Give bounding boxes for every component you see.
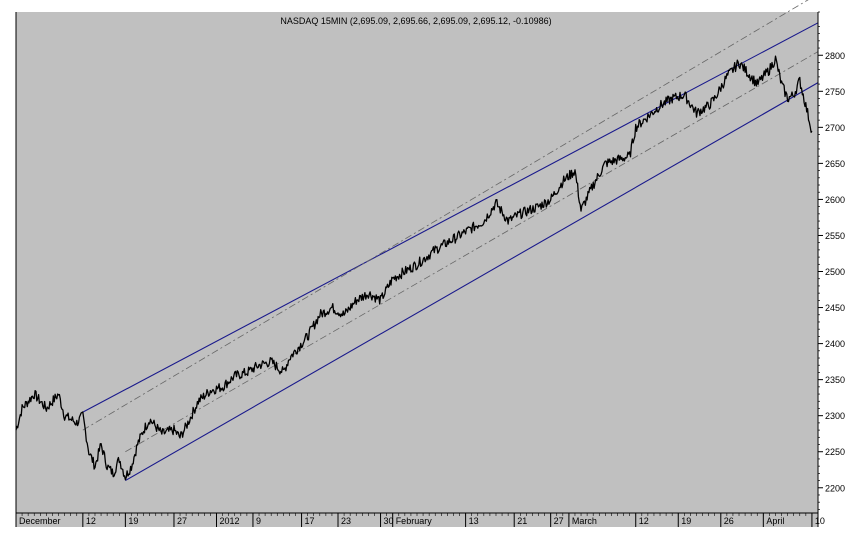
y-tick-label: 2300 [825,411,845,421]
x-tick-label: March [572,516,597,526]
x-tick-label: 27 [177,516,187,526]
x-tick-label: 23 [341,516,351,526]
y-tick-label: 2600 [825,195,845,205]
y-tick-label: 2200 [825,483,845,493]
y-tick-label: 2250 [825,447,845,457]
x-tick-label: April [766,516,784,526]
x-tick-label: 26 [724,516,734,526]
x-tick-label: 19 [128,516,138,526]
chart-title: NASDAQ 15MIN (2,695.09, 2,695.66, 2,695.… [280,16,551,26]
x-tick-label: 12 [639,516,649,526]
y-tick-label: 2800 [825,51,845,61]
x-tick-label: 27 [554,516,564,526]
x-tick-label: 13 [469,516,479,526]
price-series [15,55,813,481]
x-tick-label: 17 [305,516,315,526]
plot-area [16,12,818,513]
x-tick-label: 19 [681,516,691,526]
y-tick-label: 2400 [825,339,845,349]
x-tick-label: 21 [517,516,527,526]
x-tick-label: 10 [815,516,825,526]
x-tick-label: 9 [256,516,261,526]
y-tick-label: 2550 [825,231,845,241]
midline-3 [125,51,819,453]
x-tick-label: December [19,516,61,526]
y-tick-label: 2500 [825,267,845,277]
y-tick-label: 2650 [825,159,845,169]
x-tick-label: 12 [86,516,96,526]
y-tick-label: 2450 [825,303,845,313]
channel-line-1 [82,22,819,413]
channel-line-2 [125,82,819,482]
x-tick-label: February [396,516,433,526]
x-tick-label: 2012 [220,516,240,526]
x-tick-label: 30 [384,516,394,526]
y-tick-label: 2350 [825,375,845,385]
y-tick-label: 2750 [825,87,845,97]
y-tick-label: 2700 [825,123,845,133]
